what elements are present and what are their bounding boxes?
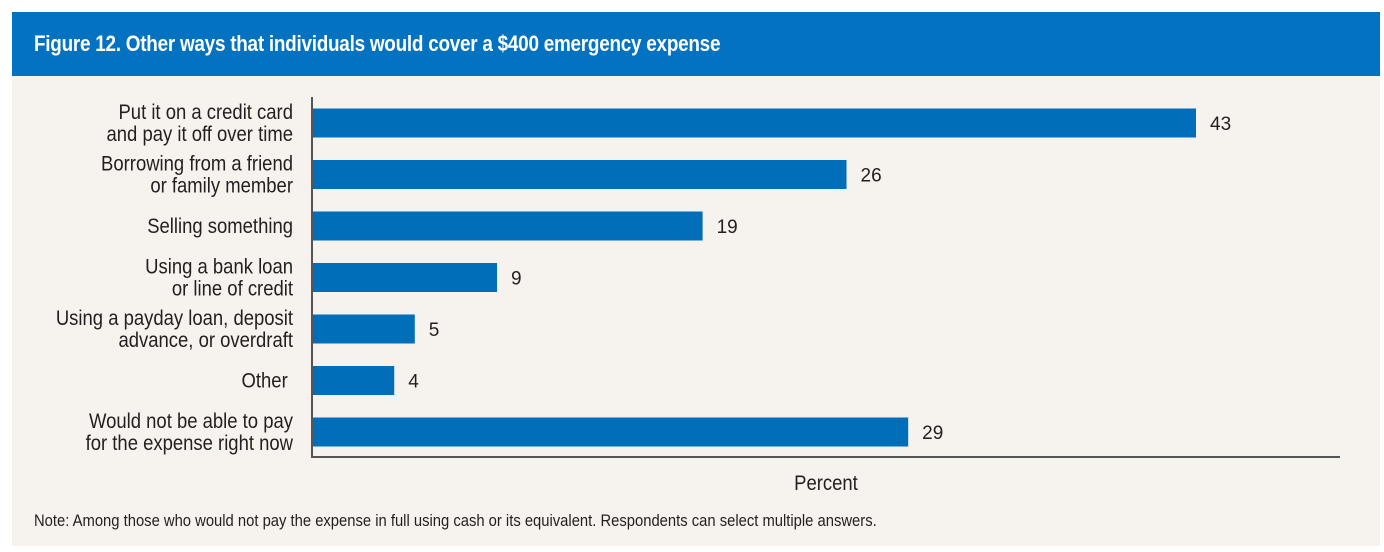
category-label: Put it on a credit card and pay it off ov…: [107, 101, 293, 146]
figure-note: Note: Among those who would not pay the …: [34, 511, 877, 530]
value-label: 29: [922, 423, 943, 444]
category-label: Selling something: [147, 215, 293, 238]
category-label: Other: [242, 369, 289, 392]
bar: [312, 108, 1196, 138]
value-labels: 43 26 19 9 5 4 29: [408, 114, 1231, 444]
category-label: Would not be able to pay for the expense …: [86, 410, 294, 455]
figure-title: Figure 12. Other ways that individuals w…: [34, 31, 721, 56]
bar: [312, 263, 498, 292]
category-labels: Put it on a credit card and pay it off ov…: [56, 101, 294, 455]
bar: [312, 160, 847, 189]
value-label: 5: [429, 320, 440, 341]
category-label: Borrowing from a friend or family member: [101, 152, 293, 197]
value-label: 19: [717, 217, 738, 238]
value-label: 9: [511, 269, 522, 290]
bar: [312, 211, 703, 241]
bar: [312, 417, 909, 447]
bars-layer: [312, 108, 1196, 447]
x-axis-title: Percent: [794, 472, 858, 495]
bar: [312, 314, 415, 344]
value-label: 43: [1210, 114, 1231, 135]
value-label: 4: [408, 372, 419, 393]
chart-panel: [12, 76, 1380, 546]
category-label: Using a bank loan or line of credit: [145, 255, 293, 300]
value-label: 26: [861, 166, 882, 187]
bar: [312, 366, 395, 395]
category-label: Using a payday loan, deposit advance, or …: [56, 307, 294, 352]
figure-title-bar: Figure 12. Other ways that individuals w…: [12, 12, 1380, 76]
